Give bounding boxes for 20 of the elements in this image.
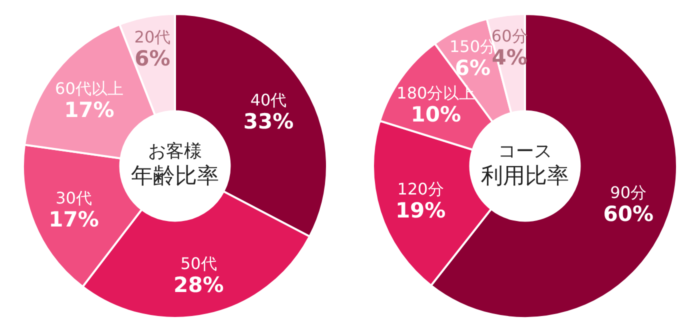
slice-label: 40代 — [250, 90, 287, 110]
data-label: 28% — [173, 272, 224, 297]
text: 利用比率 — [481, 163, 569, 192]
data-label: 17% — [48, 207, 99, 232]
data-label: 17% — [64, 98, 114, 122]
slice-label: 20代 — [134, 28, 171, 47]
slice-label: 50代 — [180, 254, 217, 273]
text: お客様 — [147, 140, 203, 164]
slice-label: 120分 — [397, 179, 444, 198]
data-label: 60% — [603, 202, 654, 226]
data-label: 33% — [243, 109, 294, 134]
data-label: 6% — [134, 46, 170, 71]
data-label: 6% — [454, 56, 491, 80]
data-label: 10% — [410, 102, 462, 127]
slice-label: 60代以上 — [55, 79, 124, 98]
text: コース — [497, 140, 553, 164]
data-label: 19% — [395, 198, 446, 222]
slice-label: 90分 — [610, 182, 647, 202]
slice-label: 30代 — [56, 188, 92, 208]
text: 年齢比率 — [131, 163, 219, 192]
